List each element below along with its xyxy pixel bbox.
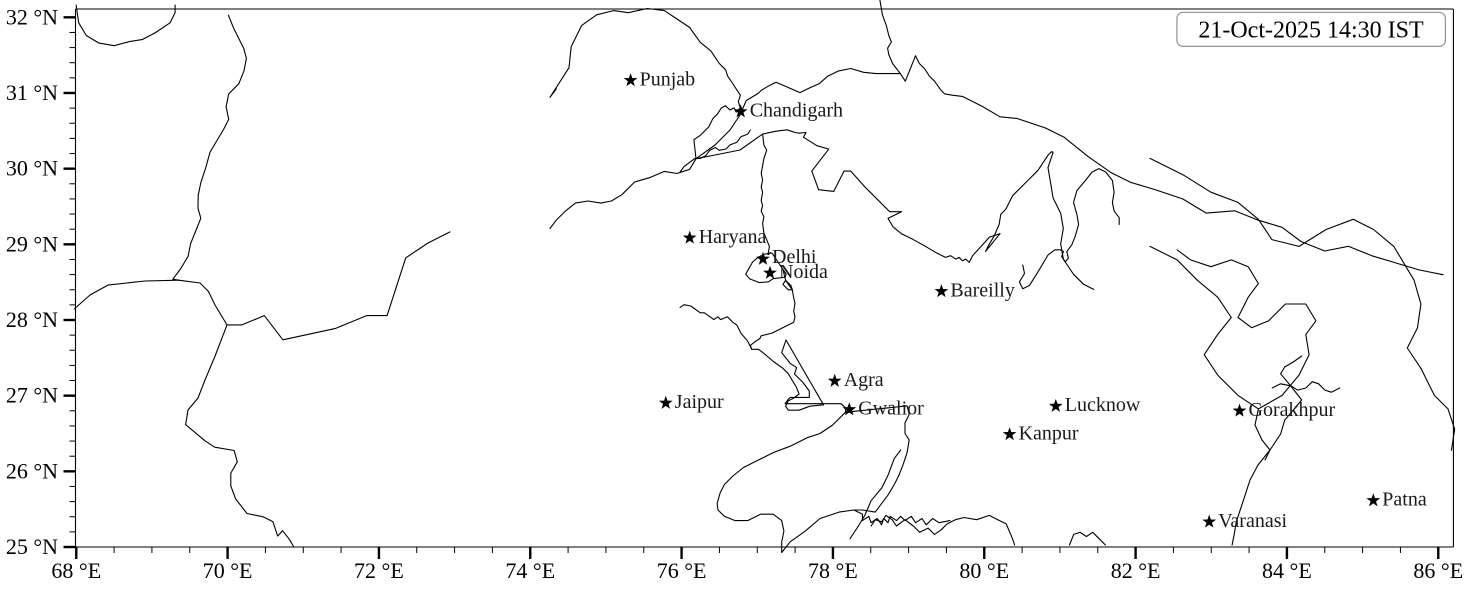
svg-text:86 °E: 86 °E <box>1413 558 1463 583</box>
svg-text:Kanpur: Kanpur <box>1019 422 1079 444</box>
svg-text:Bareilly: Bareilly <box>950 279 1014 301</box>
svg-text:78 °E: 78 °E <box>808 558 858 583</box>
svg-text:Agra: Agra <box>844 369 884 391</box>
svg-text:25 °N: 25 °N <box>6 534 58 559</box>
svg-text:Haryana: Haryana <box>699 226 767 248</box>
svg-text:Noida: Noida <box>779 261 828 283</box>
svg-text:Chandigarh: Chandigarh <box>750 100 843 122</box>
svg-text:82 °E: 82 °E <box>1111 558 1161 583</box>
svg-text:26 °N: 26 °N <box>6 458 58 483</box>
svg-text:29 °N: 29 °N <box>6 231 58 256</box>
svg-text:32 °N: 32 °N <box>6 4 58 29</box>
svg-text:28 °N: 28 °N <box>6 307 58 332</box>
svg-text:21-Oct-2025 14:30 IST: 21-Oct-2025 14:30 IST <box>1198 18 1424 44</box>
svg-text:84 °E: 84 °E <box>1262 558 1312 583</box>
svg-text:Gwalior: Gwalior <box>858 398 924 420</box>
svg-text:Punjab: Punjab <box>640 68 696 90</box>
svg-text:68 °E: 68 °E <box>51 558 101 583</box>
svg-text:74 °E: 74 °E <box>505 558 555 583</box>
svg-text:Patna: Patna <box>1382 489 1427 511</box>
svg-text:72 °E: 72 °E <box>354 558 404 583</box>
svg-text:27 °N: 27 °N <box>6 383 58 408</box>
svg-text:Jaipur: Jaipur <box>675 391 724 413</box>
svg-text:31 °N: 31 °N <box>6 80 58 105</box>
svg-text:Varanasi: Varanasi <box>1218 510 1287 532</box>
svg-text:Gorakhpur: Gorakhpur <box>1249 399 1336 421</box>
svg-text:Lucknow: Lucknow <box>1065 394 1141 416</box>
svg-text:70 °E: 70 °E <box>203 558 253 583</box>
svg-text:30 °N: 30 °N <box>6 156 58 181</box>
svg-text:80 °E: 80 °E <box>959 558 1009 583</box>
svg-text:76 °E: 76 °E <box>657 558 707 583</box>
